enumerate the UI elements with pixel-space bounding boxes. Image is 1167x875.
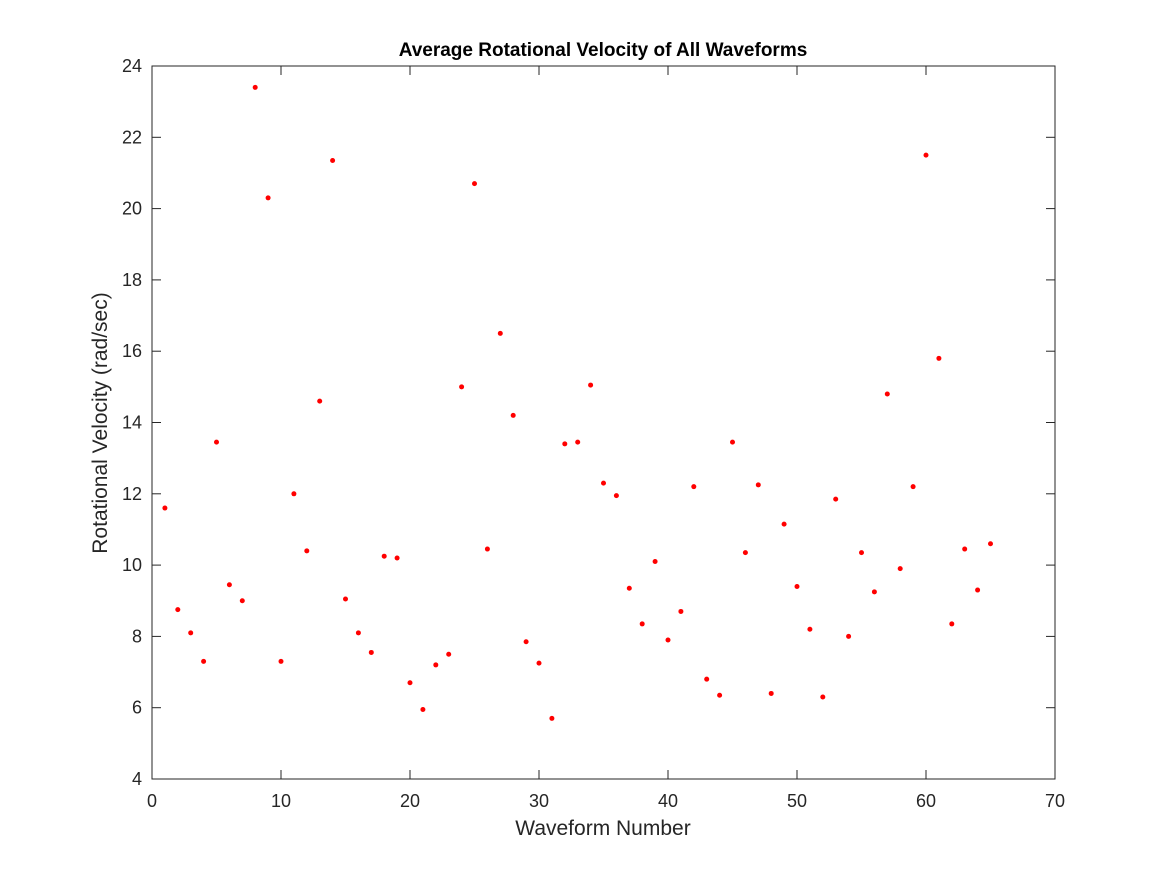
data-point (252, 84, 258, 90)
data-point (162, 505, 168, 511)
data-point (188, 630, 194, 636)
x-tick-label: 60 (916, 791, 936, 811)
data-point (820, 694, 826, 700)
data-point (704, 676, 710, 682)
x-tick-label: 50 (787, 791, 807, 811)
data-point (730, 439, 735, 445)
x-tick-label: 70 (1045, 791, 1065, 811)
data-point (781, 521, 787, 527)
data-point (717, 692, 723, 698)
data-point (562, 441, 568, 447)
x-axis: 0 10 20 30 40 50 60 70 (147, 66, 1065, 811)
data-point (626, 585, 632, 591)
data-point (343, 596, 348, 602)
data-point (420, 706, 426, 712)
data-point (536, 660, 542, 666)
data-point (988, 541, 993, 547)
data-point (807, 626, 813, 632)
data-point (510, 412, 516, 418)
data-point (691, 484, 697, 490)
x-tick-label: 30 (529, 791, 549, 811)
data-points (162, 84, 993, 721)
data-point (910, 484, 916, 490)
data-point (407, 680, 413, 686)
data-point (291, 491, 297, 497)
y-tick-label: 22 (122, 127, 142, 147)
x-axis-label: Waveform Number (515, 817, 690, 840)
data-point (265, 195, 271, 201)
data-point (923, 152, 929, 158)
y-axis-label: Rotational Velocity (rad/sec) (89, 292, 112, 553)
y-tick-label: 10 (122, 555, 142, 575)
data-point (472, 181, 477, 187)
data-point (601, 480, 606, 486)
data-point (884, 391, 890, 397)
x-tick-label: 20 (400, 791, 420, 811)
data-point (936, 355, 942, 361)
data-point (278, 658, 284, 664)
data-point (794, 583, 800, 589)
data-point (549, 715, 555, 721)
y-tick-label: 8 (132, 626, 142, 646)
data-point (446, 651, 452, 657)
data-point (226, 582, 232, 588)
y-tick-label: 14 (122, 413, 142, 433)
data-point (846, 633, 852, 639)
data-point (433, 662, 439, 668)
x-tick-label: 10 (271, 791, 291, 811)
y-tick-label: 12 (122, 484, 142, 504)
data-point (523, 639, 529, 645)
data-point (214, 439, 219, 445)
chart-title: Average Rotational Velocity of All Wavef… (399, 40, 808, 61)
data-point (949, 621, 955, 627)
data-point (575, 439, 581, 445)
y-tick-label: 16 (122, 341, 142, 361)
data-point (368, 649, 374, 655)
y-tick-label: 4 (132, 769, 142, 789)
data-point (962, 546, 968, 552)
data-point (355, 630, 361, 636)
data-point (588, 382, 594, 388)
plot-area (151, 65, 1056, 780)
data-point (833, 496, 839, 502)
data-point (484, 546, 490, 552)
data-point (201, 658, 207, 664)
y-axis: 4 6 8 10 12 14 16 18 20 22 24 (122, 56, 1055, 789)
data-point (975, 587, 981, 593)
data-point (742, 550, 748, 556)
data-point (665, 637, 671, 643)
y-tick-label: 20 (122, 199, 142, 219)
data-point (497, 330, 503, 336)
y-tick-label: 18 (122, 270, 142, 290)
data-point (381, 553, 387, 559)
data-point (304, 548, 310, 554)
data-point (613, 493, 619, 499)
data-point (239, 598, 245, 604)
data-point (755, 482, 761, 488)
plot-frame (151, 65, 1056, 780)
x-tick-label: 40 (658, 791, 678, 811)
x-tick-label: 0 (147, 791, 157, 811)
data-point (859, 550, 864, 556)
data-point (871, 589, 877, 595)
data-point (459, 384, 465, 390)
y-tick-label: 6 (132, 698, 142, 718)
data-point (317, 398, 323, 404)
data-point (678, 608, 684, 614)
data-point (175, 607, 181, 613)
data-point (768, 690, 774, 696)
data-point (652, 559, 658, 565)
y-tick-label: 24 (122, 56, 142, 76)
data-point (394, 555, 400, 561)
data-point (897, 566, 903, 572)
data-point (330, 157, 336, 163)
data-point (639, 621, 645, 627)
